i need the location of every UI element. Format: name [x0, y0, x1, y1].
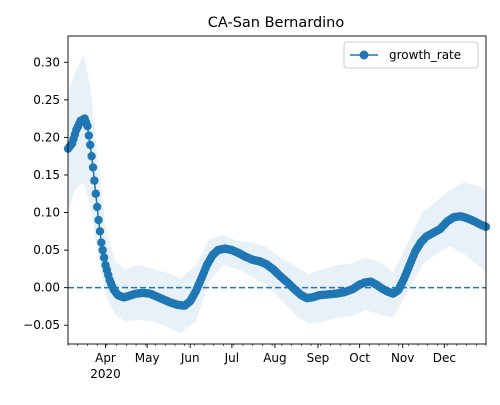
data-point [92, 202, 102, 212]
data-point [90, 176, 99, 185]
x-tick-label: May [135, 351, 160, 365]
x-tick-label: Aug [263, 351, 286, 365]
x-tick-label: Sep [307, 351, 330, 365]
data-point [94, 215, 103, 225]
y-tick-label: 0.05 [33, 243, 60, 257]
data-point [88, 163, 98, 172]
data-point [84, 131, 94, 140]
legend-box [343, 41, 479, 69]
x-tick-label: Nov [391, 351, 414, 365]
data-point [99, 253, 109, 262]
legend-marker-swatch [359, 50, 369, 60]
y-tick-label: 0.10 [33, 206, 60, 220]
y-tick-label: 0.15 [33, 168, 60, 182]
axes-layer: −0.05 0.00 0.05 0.10 0.15 0.20 0.25 0.30 Apr 2020… [23, 35, 487, 381]
y-tick-label: −0.05 [23, 318, 60, 332]
x-tick-label: Apr [95, 351, 116, 365]
data-point [83, 121, 92, 131]
y-tick-label: 0.00 [33, 281, 60, 295]
x-tick-label: Oct [349, 351, 370, 365]
x-tick-label: Jun [180, 351, 200, 365]
chart-title: CA-San Bernardino [208, 15, 345, 31]
data-point [87, 152, 96, 161]
x-tick-year-label: 2020 [90, 367, 121, 381]
plot-frame [67, 35, 487, 345]
data-point [86, 140, 95, 150]
y-tick-label: 0.20 [33, 130, 60, 144]
legend: growth_rate [343, 41, 479, 69]
data-point [97, 238, 106, 247]
y-tick-label: 0.30 [33, 55, 60, 69]
data-point [91, 189, 100, 198]
data-point [98, 245, 107, 255]
series-layer [63, 114, 491, 310]
x-tick-label: Jul [224, 351, 239, 365]
data-point [95, 227, 105, 236]
y-tick-label: 0.25 [33, 93, 60, 107]
x-tick-label: Dec [433, 351, 456, 365]
legend-label-growth-rate: growth_rate [389, 48, 461, 62]
